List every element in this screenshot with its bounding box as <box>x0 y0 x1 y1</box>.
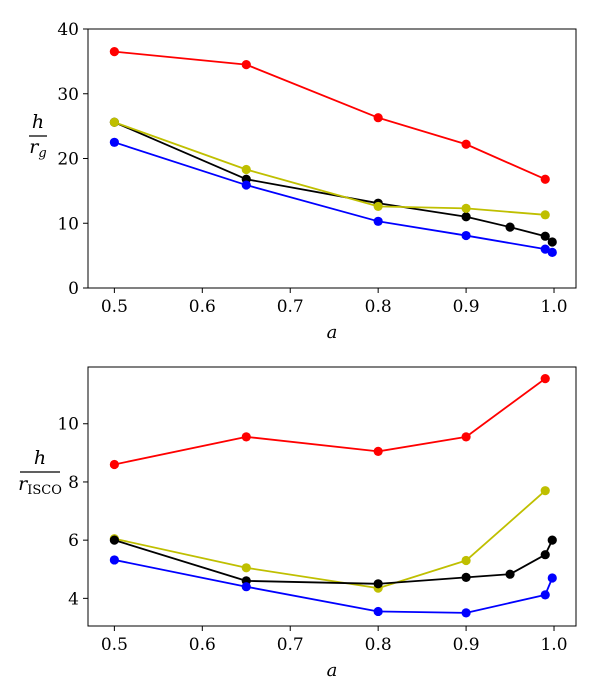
x-axis-label: a <box>327 322 338 343</box>
data-point-blue <box>461 230 471 241</box>
y-tick-label: 8 <box>68 473 79 493</box>
data-point-black <box>505 569 515 579</box>
data-point-blue <box>461 608 471 618</box>
data-point-black <box>547 237 557 247</box>
y-tick-label: 10 <box>57 415 79 435</box>
y-tick-label: 0 <box>68 279 79 299</box>
y-axis-label-denominator-main: r <box>29 136 40 158</box>
y-tick-label: 6 <box>68 531 79 551</box>
x-axis-label: a <box>327 660 338 681</box>
data-point-blue <box>547 247 557 257</box>
data-point-yellow <box>461 555 471 566</box>
data-point-red <box>373 113 383 123</box>
y-tick-label: 40 <box>57 20 79 40</box>
x-tick-label: 0.5 <box>101 297 128 317</box>
plot-frame <box>87 28 577 289</box>
y-axis-label-numerator: h <box>34 447 46 469</box>
data-point-black <box>461 212 471 222</box>
y-tick-label: 10 <box>57 214 79 234</box>
data-point-black <box>540 550 550 560</box>
y-axis-label-denominator: rg <box>29 136 46 161</box>
data-point-red <box>540 374 550 384</box>
data-point-blue <box>373 216 383 226</box>
y-tick-label: 30 <box>57 85 79 105</box>
data-point-black <box>461 572 471 583</box>
series-line-yellow <box>114 121 546 216</box>
data-point-red <box>109 459 119 470</box>
data-point-yellow <box>241 563 251 573</box>
series-line-blue <box>114 141 553 254</box>
x-tick-label: 0.7 <box>277 297 304 317</box>
y-axis-label-numerator: h <box>32 111 44 133</box>
series-line-black <box>114 539 554 585</box>
x-tick-label: 1.0 <box>540 297 567 317</box>
data-point-yellow <box>461 203 471 213</box>
x-tick-label: 0.9 <box>453 297 480 317</box>
series-line-red <box>114 50 546 181</box>
x-tick-label: 0.5 <box>101 635 128 655</box>
data-point-red <box>109 47 119 57</box>
data-point-blue <box>540 244 550 254</box>
x-tick-label: 0.6 <box>189 297 216 317</box>
plot-frame <box>87 366 577 627</box>
y-axis-label: hrg <box>29 111 47 161</box>
data-point-red <box>461 139 471 149</box>
y-axis-label-denominator: rISCO <box>18 473 62 498</box>
y-tick-label: 4 <box>68 589 79 609</box>
data-point-yellow <box>373 201 383 212</box>
data-point-blue <box>540 590 550 600</box>
series-line-blue <box>114 559 554 614</box>
data-point-blue <box>109 555 119 565</box>
data-point-yellow <box>109 117 119 127</box>
x-tick-label: 0.8 <box>365 297 392 317</box>
y-axis-label-denominator-subscript: ISCO <box>27 483 62 498</box>
y-tick-label: 20 <box>57 150 79 170</box>
x-tick-label: 0.9 <box>453 635 480 655</box>
x-tick-label: 0.6 <box>189 635 216 655</box>
data-point-red <box>540 174 550 184</box>
data-point-blue <box>241 582 251 592</box>
series-line-black <box>114 121 553 243</box>
data-point-black <box>373 579 383 589</box>
x-tick-label: 0.8 <box>365 635 392 655</box>
data-point-black <box>505 222 515 232</box>
x-tick-label: 1.0 <box>540 635 567 655</box>
data-point-red <box>241 60 251 70</box>
data-point-blue <box>373 606 383 617</box>
y-axis-label-denominator-subscript: g <box>38 146 46 161</box>
data-point-blue <box>241 180 251 190</box>
data-point-blue <box>547 573 557 583</box>
data-point-yellow <box>540 486 550 496</box>
data-point-black <box>109 535 119 545</box>
data-point-yellow <box>540 210 550 220</box>
data-point-black <box>547 535 557 545</box>
data-point-black <box>540 231 550 241</box>
data-point-red <box>461 432 471 442</box>
data-point-blue <box>109 137 119 147</box>
data-point-yellow <box>241 164 251 175</box>
data-point-red <box>373 446 383 456</box>
x-tick-label: 0.7 <box>277 635 304 655</box>
y-axis-label-denominator-main: r <box>18 473 29 495</box>
data-point-red <box>241 432 251 442</box>
series-line-red <box>114 377 546 466</box>
